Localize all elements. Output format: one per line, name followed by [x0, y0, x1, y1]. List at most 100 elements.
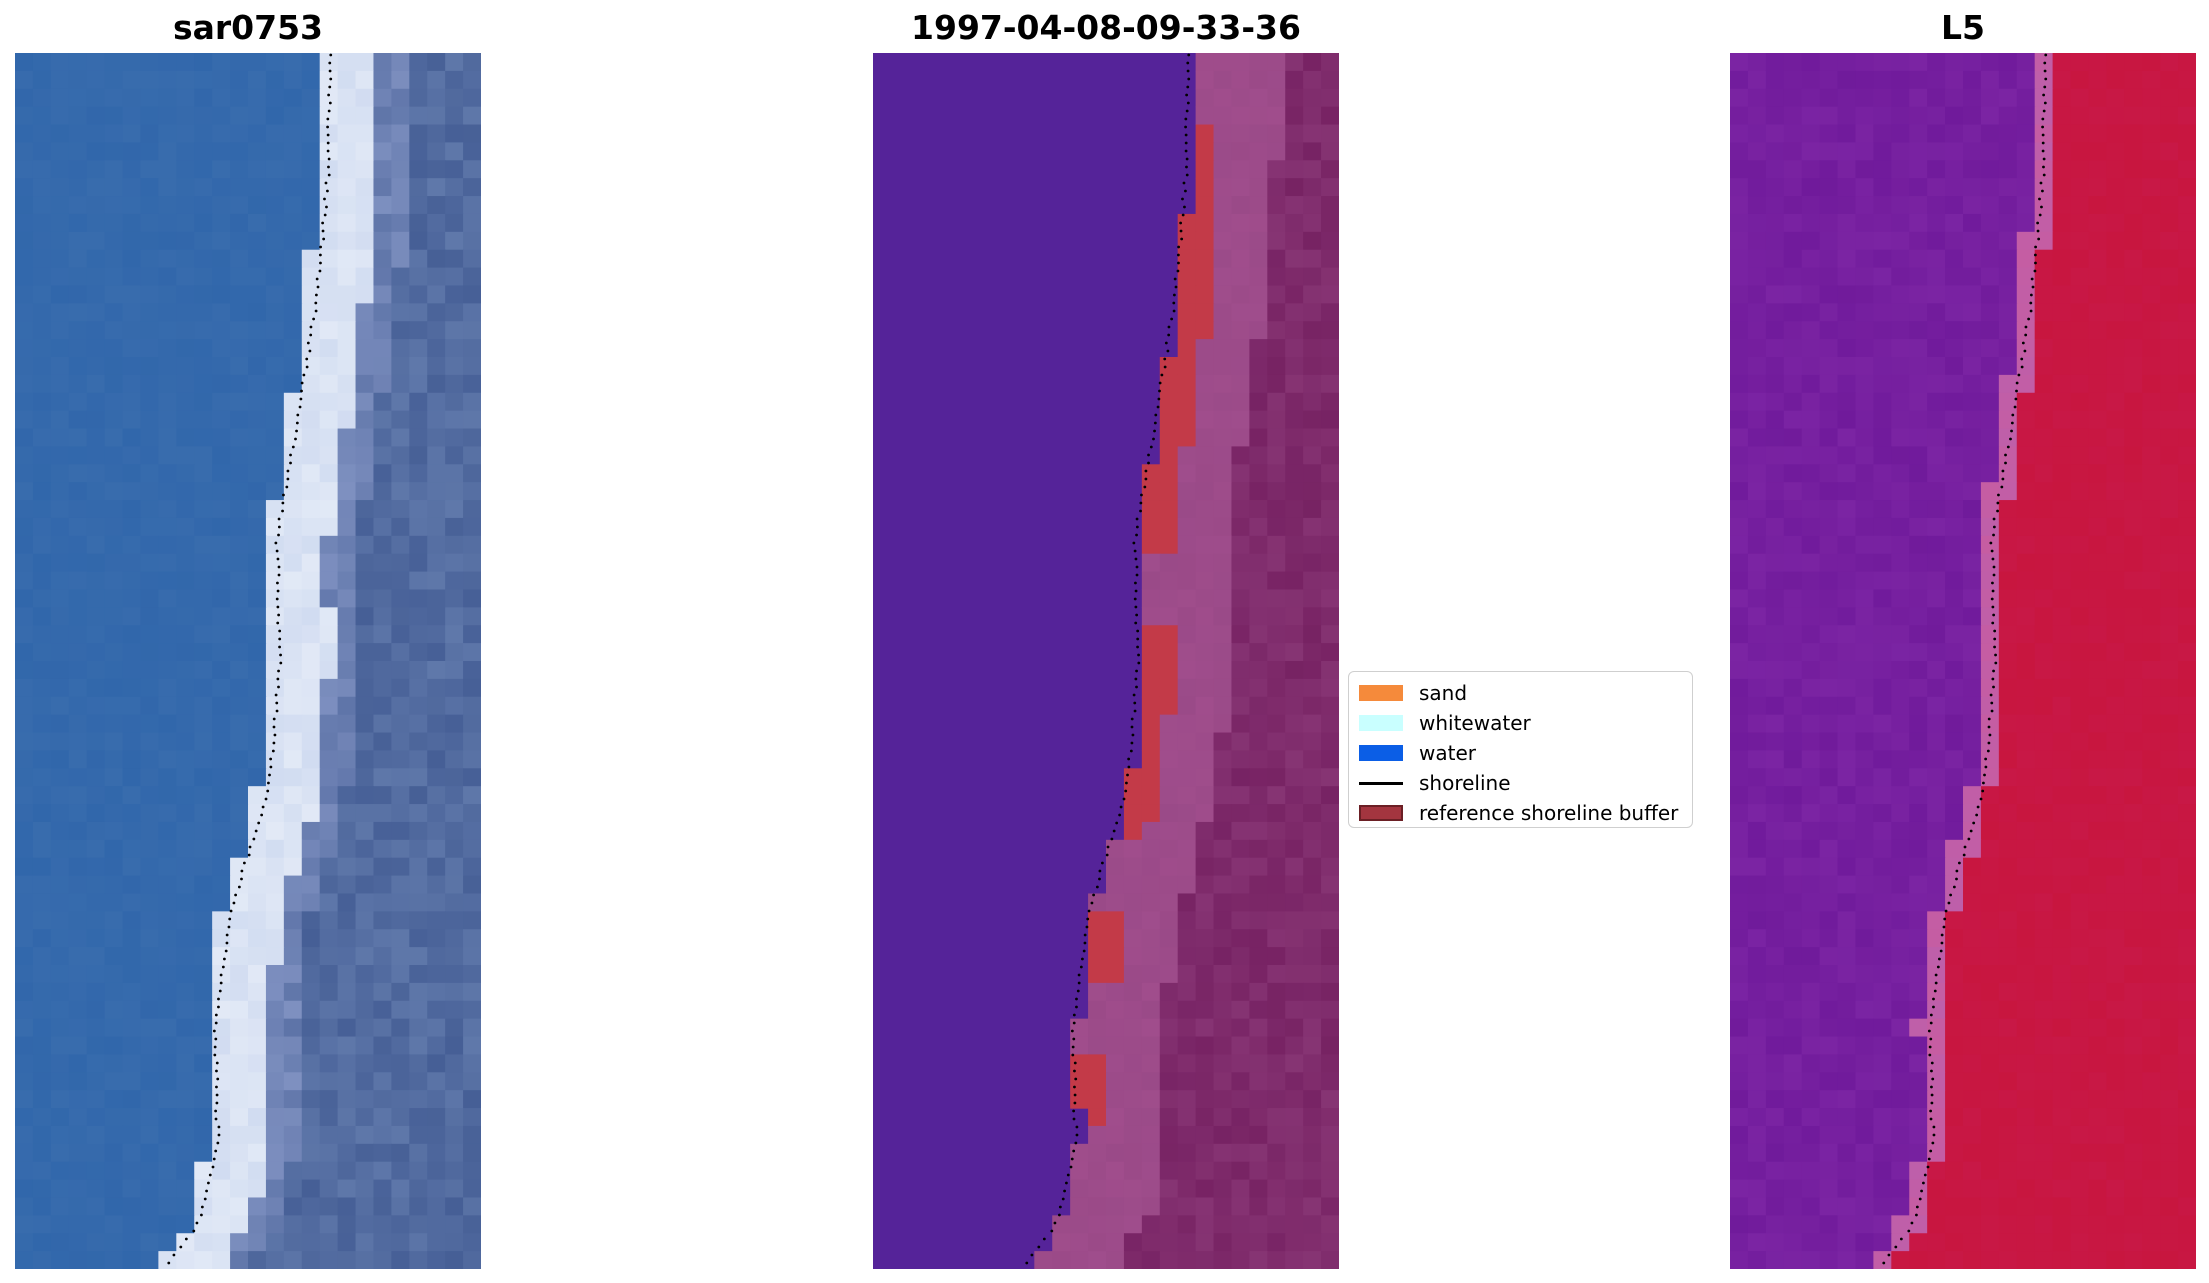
pixel: [68, 589, 88, 608]
pixel: [2160, 357, 2179, 376]
pixel: [1927, 357, 1946, 376]
pixel: [319, 231, 339, 251]
pixel: [2124, 893, 2143, 912]
pixel: [1123, 1108, 1143, 1127]
pixel: [1213, 249, 1233, 269]
pixel: [1765, 1018, 1785, 1038]
pixel: [1801, 786, 1821, 805]
pixel: [1267, 142, 1286, 161]
pixel: [1267, 1072, 1286, 1091]
pixel: [104, 553, 124, 573]
pixel: [463, 1108, 481, 1127]
shoreline-point: [1136, 645, 1139, 649]
pixel: [2160, 1036, 2179, 1056]
pixel: [86, 643, 106, 662]
water-swatch: [1359, 745, 1403, 761]
pixel: [1873, 768, 1892, 787]
pixel: [265, 303, 285, 322]
pixel: [158, 321, 177, 340]
pixel: [2034, 1251, 2054, 1269]
pixel: [391, 678, 410, 698]
pixel: [1980, 839, 2000, 859]
shoreline-point: [1072, 1149, 1076, 1153]
pixel: [1159, 535, 1179, 555]
pixel: [427, 410, 446, 430]
pixel: [373, 1036, 392, 1056]
pixel: [1801, 124, 1821, 144]
pixel: [1321, 893, 1339, 912]
pixel: [104, 965, 124, 984]
pixel: [1927, 213, 1946, 233]
pixel: [1177, 1233, 1197, 1252]
pixel: [1285, 285, 1304, 304]
pixel: [1249, 267, 1268, 287]
pixel: [2178, 231, 2196, 251]
shoreline-point: [2038, 213, 2042, 217]
pixel: [1873, 178, 1892, 197]
pixel: [2016, 1233, 2036, 1252]
pixel: [230, 357, 249, 376]
pixel: [1819, 428, 1839, 448]
pixel: [1801, 1125, 1821, 1145]
shoreline-point: [271, 749, 275, 753]
pixel: [2142, 124, 2161, 144]
pixel: [1747, 714, 1767, 734]
pixel: [2052, 535, 2072, 555]
pixel: [212, 1143, 231, 1163]
pixel: [1801, 804, 1821, 823]
pixel: [1747, 428, 1767, 448]
pixel: [319, 661, 339, 680]
pixel: [2088, 357, 2107, 376]
pixel: [32, 410, 52, 430]
pixel: [1945, 875, 1964, 895]
pixel: [68, 464, 88, 483]
pixel: [1765, 1161, 1785, 1181]
pixel: [140, 911, 159, 930]
pixel: [301, 1036, 321, 1056]
pixel: [427, 965, 446, 984]
pixel: [104, 249, 124, 269]
pixel: [1321, 678, 1339, 698]
pixel: [2070, 142, 2090, 161]
pixel: [1231, 464, 1250, 483]
pixel: [409, 1161, 428, 1181]
pixel: [2142, 213, 2161, 233]
pixel: [1945, 1054, 1964, 1073]
pixel: [319, 339, 339, 358]
shoreline-point: [1073, 1069, 1076, 1073]
pixel: [2016, 70, 2036, 90]
pixel: [1873, 267, 1892, 287]
pixel: [2160, 1233, 2179, 1252]
pixel: [283, 88, 303, 108]
pixel: [319, 1143, 339, 1163]
pixel: [355, 88, 375, 108]
pixel: [445, 500, 464, 519]
pixel: [2142, 196, 2161, 215]
pixel: [427, 947, 446, 966]
pixel: [1747, 1054, 1767, 1073]
pixel: [1909, 482, 1928, 501]
pixel: [2070, 947, 2090, 966]
pixel: [1141, 607, 1161, 626]
pixel: [248, 1054, 267, 1073]
pixel: [248, 1108, 267, 1127]
pixel: [176, 839, 195, 859]
shoreline-point: [200, 1205, 204, 1209]
pixel: [140, 70, 159, 90]
pixel: [2124, 1161, 2143, 1181]
pixel: [140, 696, 159, 716]
pixel: [1963, 428, 1982, 448]
pixel: [445, 929, 464, 948]
pixel: [1321, 1143, 1339, 1163]
pixel: [2106, 70, 2125, 90]
pixel: [104, 589, 124, 608]
pixel: [140, 804, 159, 823]
pixel: [2070, 661, 2090, 680]
pixel: [1765, 178, 1785, 197]
pixel: [104, 821, 124, 841]
pixel: [427, 857, 446, 877]
pixel: [1303, 339, 1322, 358]
pixel: [140, 929, 159, 948]
pixel: [1267, 571, 1286, 591]
pixel: [1303, 285, 1322, 304]
